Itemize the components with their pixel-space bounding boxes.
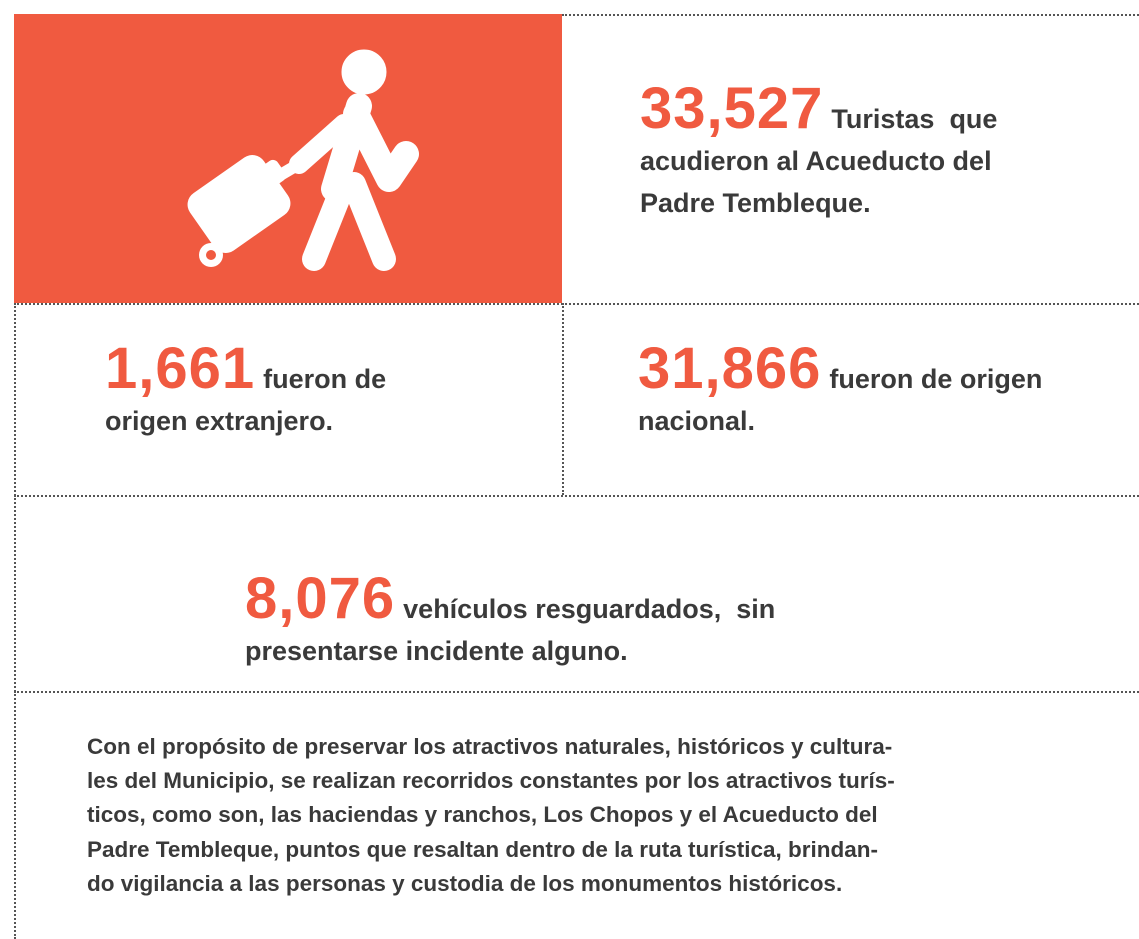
- stat: 8,076 vehículos resguardados, sin presenta…: [245, 570, 775, 672]
- divider: [562, 14, 1139, 16]
- divider: [14, 303, 1139, 305]
- paragraph-line: ticos, como son, las haciendas y ranchos…: [87, 802, 878, 828]
- stat-line: 31,866 fueron de origen: [638, 340, 1042, 400]
- stat-text: presentarse incidente alguno.: [245, 636, 628, 666]
- stat: 33,527 Turistas que acudieron al Acueducto…: [640, 80, 997, 224]
- traveler-icon: [187, 49, 419, 271]
- stat-text: nacional.: [638, 406, 756, 436]
- divider: [14, 691, 1139, 693]
- stat-line: 8,076 vehículos resguardados, sin: [245, 570, 775, 630]
- divider: [14, 303, 16, 939]
- stat-text: Padre Tembleque.: [640, 188, 871, 218]
- stat-text: origen extranjero.: [105, 406, 334, 436]
- paragraph: Con el propósito de preservar los atract…: [87, 730, 895, 901]
- paragraph-line: Con el propósito de preservar los atract…: [87, 734, 893, 759]
- stat-line: 1,661 fueron de: [105, 340, 386, 400]
- divider: [14, 495, 1139, 497]
- stat-number: 8,076: [245, 566, 396, 631]
- stat-text: fueron de origen: [829, 364, 1043, 394]
- stat-line: 33,527 Turistas que: [640, 80, 997, 140]
- stat-number: 33,527: [640, 76, 824, 141]
- hero-panel: [14, 14, 562, 303]
- stat: 31,866 fueron de origen nacional.: [638, 340, 1042, 442]
- paragraph-line: do vigilancia a las personas y custodia …: [87, 870, 843, 896]
- stat: 1,661 fueron de origen extranjero.: [105, 340, 386, 442]
- stat-text: vehículos resguardados, sin: [403, 594, 776, 624]
- paragraph-line: Padre Tembleque, puntos que resaltan den…: [87, 836, 878, 862]
- stat-number: 1,661: [105, 336, 256, 401]
- stat-text: acudieron al Acueducto del: [640, 146, 992, 176]
- stat-text: Turistas que: [831, 104, 998, 134]
- paragraph-line: les del Municipio, se realizan recorrido…: [87, 768, 895, 794]
- stat-number: 31,866: [638, 336, 822, 401]
- divider: [562, 303, 564, 495]
- stat-text: fueron de: [263, 364, 387, 394]
